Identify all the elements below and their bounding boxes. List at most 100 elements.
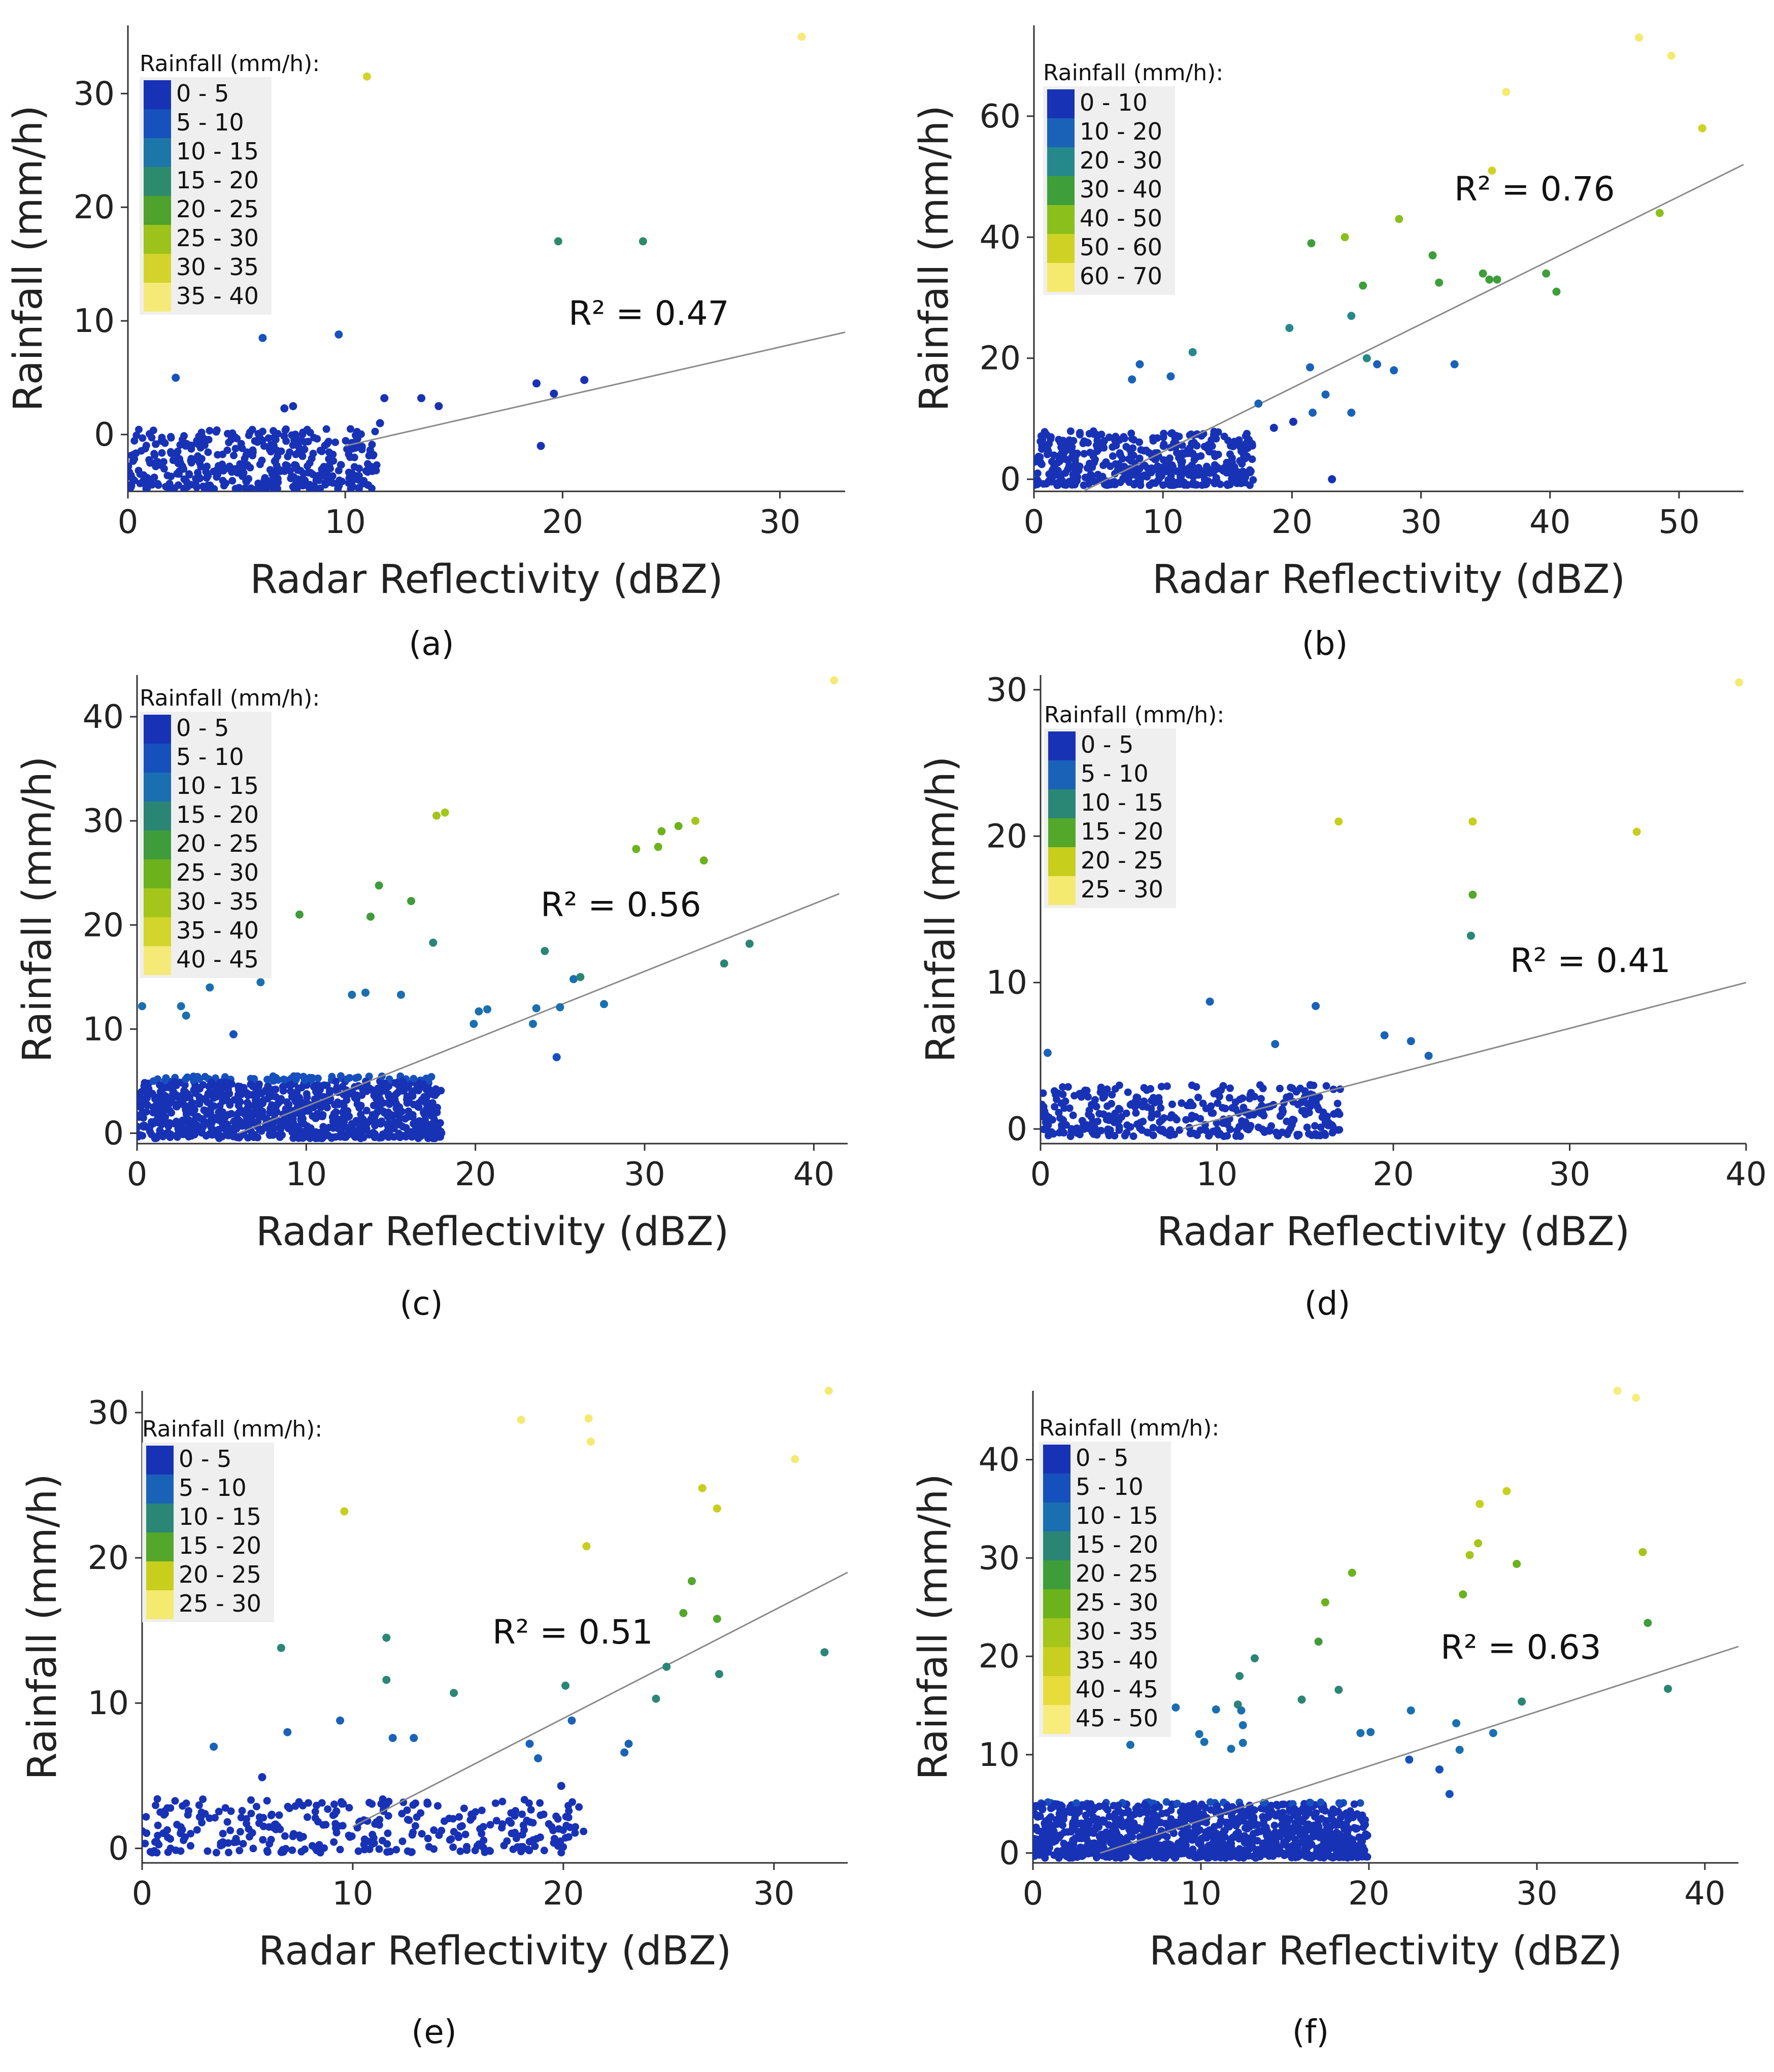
cluster-point <box>1250 1111 1258 1119</box>
cluster-point <box>236 1828 244 1836</box>
cluster-point <box>1329 1127 1337 1135</box>
cluster-point <box>1297 1098 1306 1107</box>
y-tick-label: 10 <box>88 1685 129 1722</box>
cluster-point <box>1061 1097 1069 1106</box>
cluster-point <box>167 473 175 481</box>
data-point <box>1479 269 1487 278</box>
data-point <box>1362 354 1371 362</box>
cluster-point <box>165 1097 173 1105</box>
cluster-point <box>150 473 158 481</box>
cluster-point <box>1344 1816 1352 1824</box>
cluster-point <box>245 431 253 440</box>
cluster-point <box>1160 429 1168 438</box>
cluster-point <box>1260 1817 1268 1825</box>
cluster-point <box>1120 1837 1128 1846</box>
cluster-point <box>505 1817 513 1825</box>
data-point <box>1644 1619 1652 1627</box>
cluster-point <box>179 436 187 444</box>
data-point <box>336 1716 345 1725</box>
cluster-point <box>1100 1818 1108 1826</box>
cluster-point <box>503 1837 511 1845</box>
data-point <box>552 1053 561 1061</box>
cluster-point <box>1105 433 1113 442</box>
cluster-point <box>337 461 345 469</box>
cluster-point <box>1208 1109 1216 1117</box>
cluster-point <box>1050 1087 1058 1095</box>
regression-line <box>1099 1646 1739 1854</box>
cluster-point <box>1146 481 1154 489</box>
cluster-point <box>375 1100 383 1109</box>
cluster-point <box>392 1846 400 1854</box>
cluster-point <box>1225 1094 1233 1102</box>
cluster-point <box>1312 1098 1320 1107</box>
cluster-point <box>1059 453 1067 461</box>
legend-swatch <box>1047 263 1075 292</box>
cluster-point <box>481 1848 489 1856</box>
cluster-point <box>1039 1800 1047 1808</box>
panel-label: (a) <box>409 625 454 663</box>
cluster-point <box>171 1797 179 1805</box>
legend-label: 25 - 30 <box>176 859 259 886</box>
cluster-point <box>1314 1822 1322 1830</box>
cluster-point <box>1164 476 1173 484</box>
cluster-point <box>1051 1102 1059 1111</box>
cluster-point <box>431 1091 439 1099</box>
data-point <box>258 333 267 342</box>
cluster-point <box>313 1846 321 1854</box>
legend-label: 30 - 35 <box>176 888 259 915</box>
cluster-point <box>1290 1811 1298 1819</box>
cluster-point <box>1224 1852 1232 1860</box>
legend-swatch <box>1047 89 1075 118</box>
legend-label: 25 - 30 <box>1076 1589 1158 1616</box>
cluster-point <box>362 1107 371 1115</box>
cluster-point <box>224 1839 232 1847</box>
cluster-point <box>222 1126 230 1134</box>
cluster-point <box>1150 1099 1158 1107</box>
cluster-point <box>1303 1099 1312 1108</box>
cluster-point <box>401 1115 409 1123</box>
cluster-point <box>1183 480 1191 488</box>
data-point <box>470 1020 478 1028</box>
cluster-point <box>168 484 176 491</box>
data-point <box>1698 124 1706 132</box>
cluster-point <box>1231 1105 1240 1113</box>
cluster-point <box>1270 1821 1279 1829</box>
cluster-point <box>1284 1817 1292 1825</box>
x-tick-label: 10 <box>324 504 365 541</box>
data-point <box>210 1743 218 1751</box>
cluster-point <box>1146 467 1154 476</box>
cluster-point <box>1094 1117 1102 1125</box>
legend-swatch <box>1043 1589 1070 1618</box>
cluster-point <box>1148 1110 1156 1118</box>
data-point <box>1445 1790 1454 1798</box>
cluster-point <box>1273 1847 1281 1855</box>
cluster-point <box>263 1847 271 1855</box>
legend-title: Rainfall (mm/h): <box>142 1416 322 1442</box>
cluster-point <box>1172 431 1180 440</box>
cluster-point <box>1322 1082 1330 1090</box>
data-point <box>1613 1387 1622 1395</box>
data-point <box>1450 360 1459 369</box>
cluster-point <box>1054 458 1062 466</box>
cluster-point <box>195 1093 204 1101</box>
cluster-point <box>159 458 168 466</box>
legend-label: 30 - 35 <box>176 253 259 281</box>
cluster-point <box>199 1123 207 1131</box>
data-point <box>1271 1040 1280 1048</box>
cluster-point <box>1199 1810 1208 1818</box>
cluster-point <box>554 1842 562 1850</box>
cluster-point <box>1036 1847 1044 1855</box>
cluster-point <box>378 1117 386 1125</box>
cluster-point <box>263 1797 271 1805</box>
y-axis-title: Rainfall (mm/h) <box>20 1474 65 1780</box>
legend-swatch <box>144 196 171 225</box>
cluster-point <box>1167 1806 1175 1814</box>
data-marks <box>1033 1387 1739 1862</box>
x-tick-label: 0 <box>118 504 139 541</box>
cluster-point <box>1067 1127 1076 1135</box>
x-tick-label: 40 <box>1684 1875 1725 1913</box>
cluster-point <box>1226 1084 1234 1092</box>
cluster-point <box>314 1074 322 1082</box>
cluster-point <box>308 454 316 462</box>
